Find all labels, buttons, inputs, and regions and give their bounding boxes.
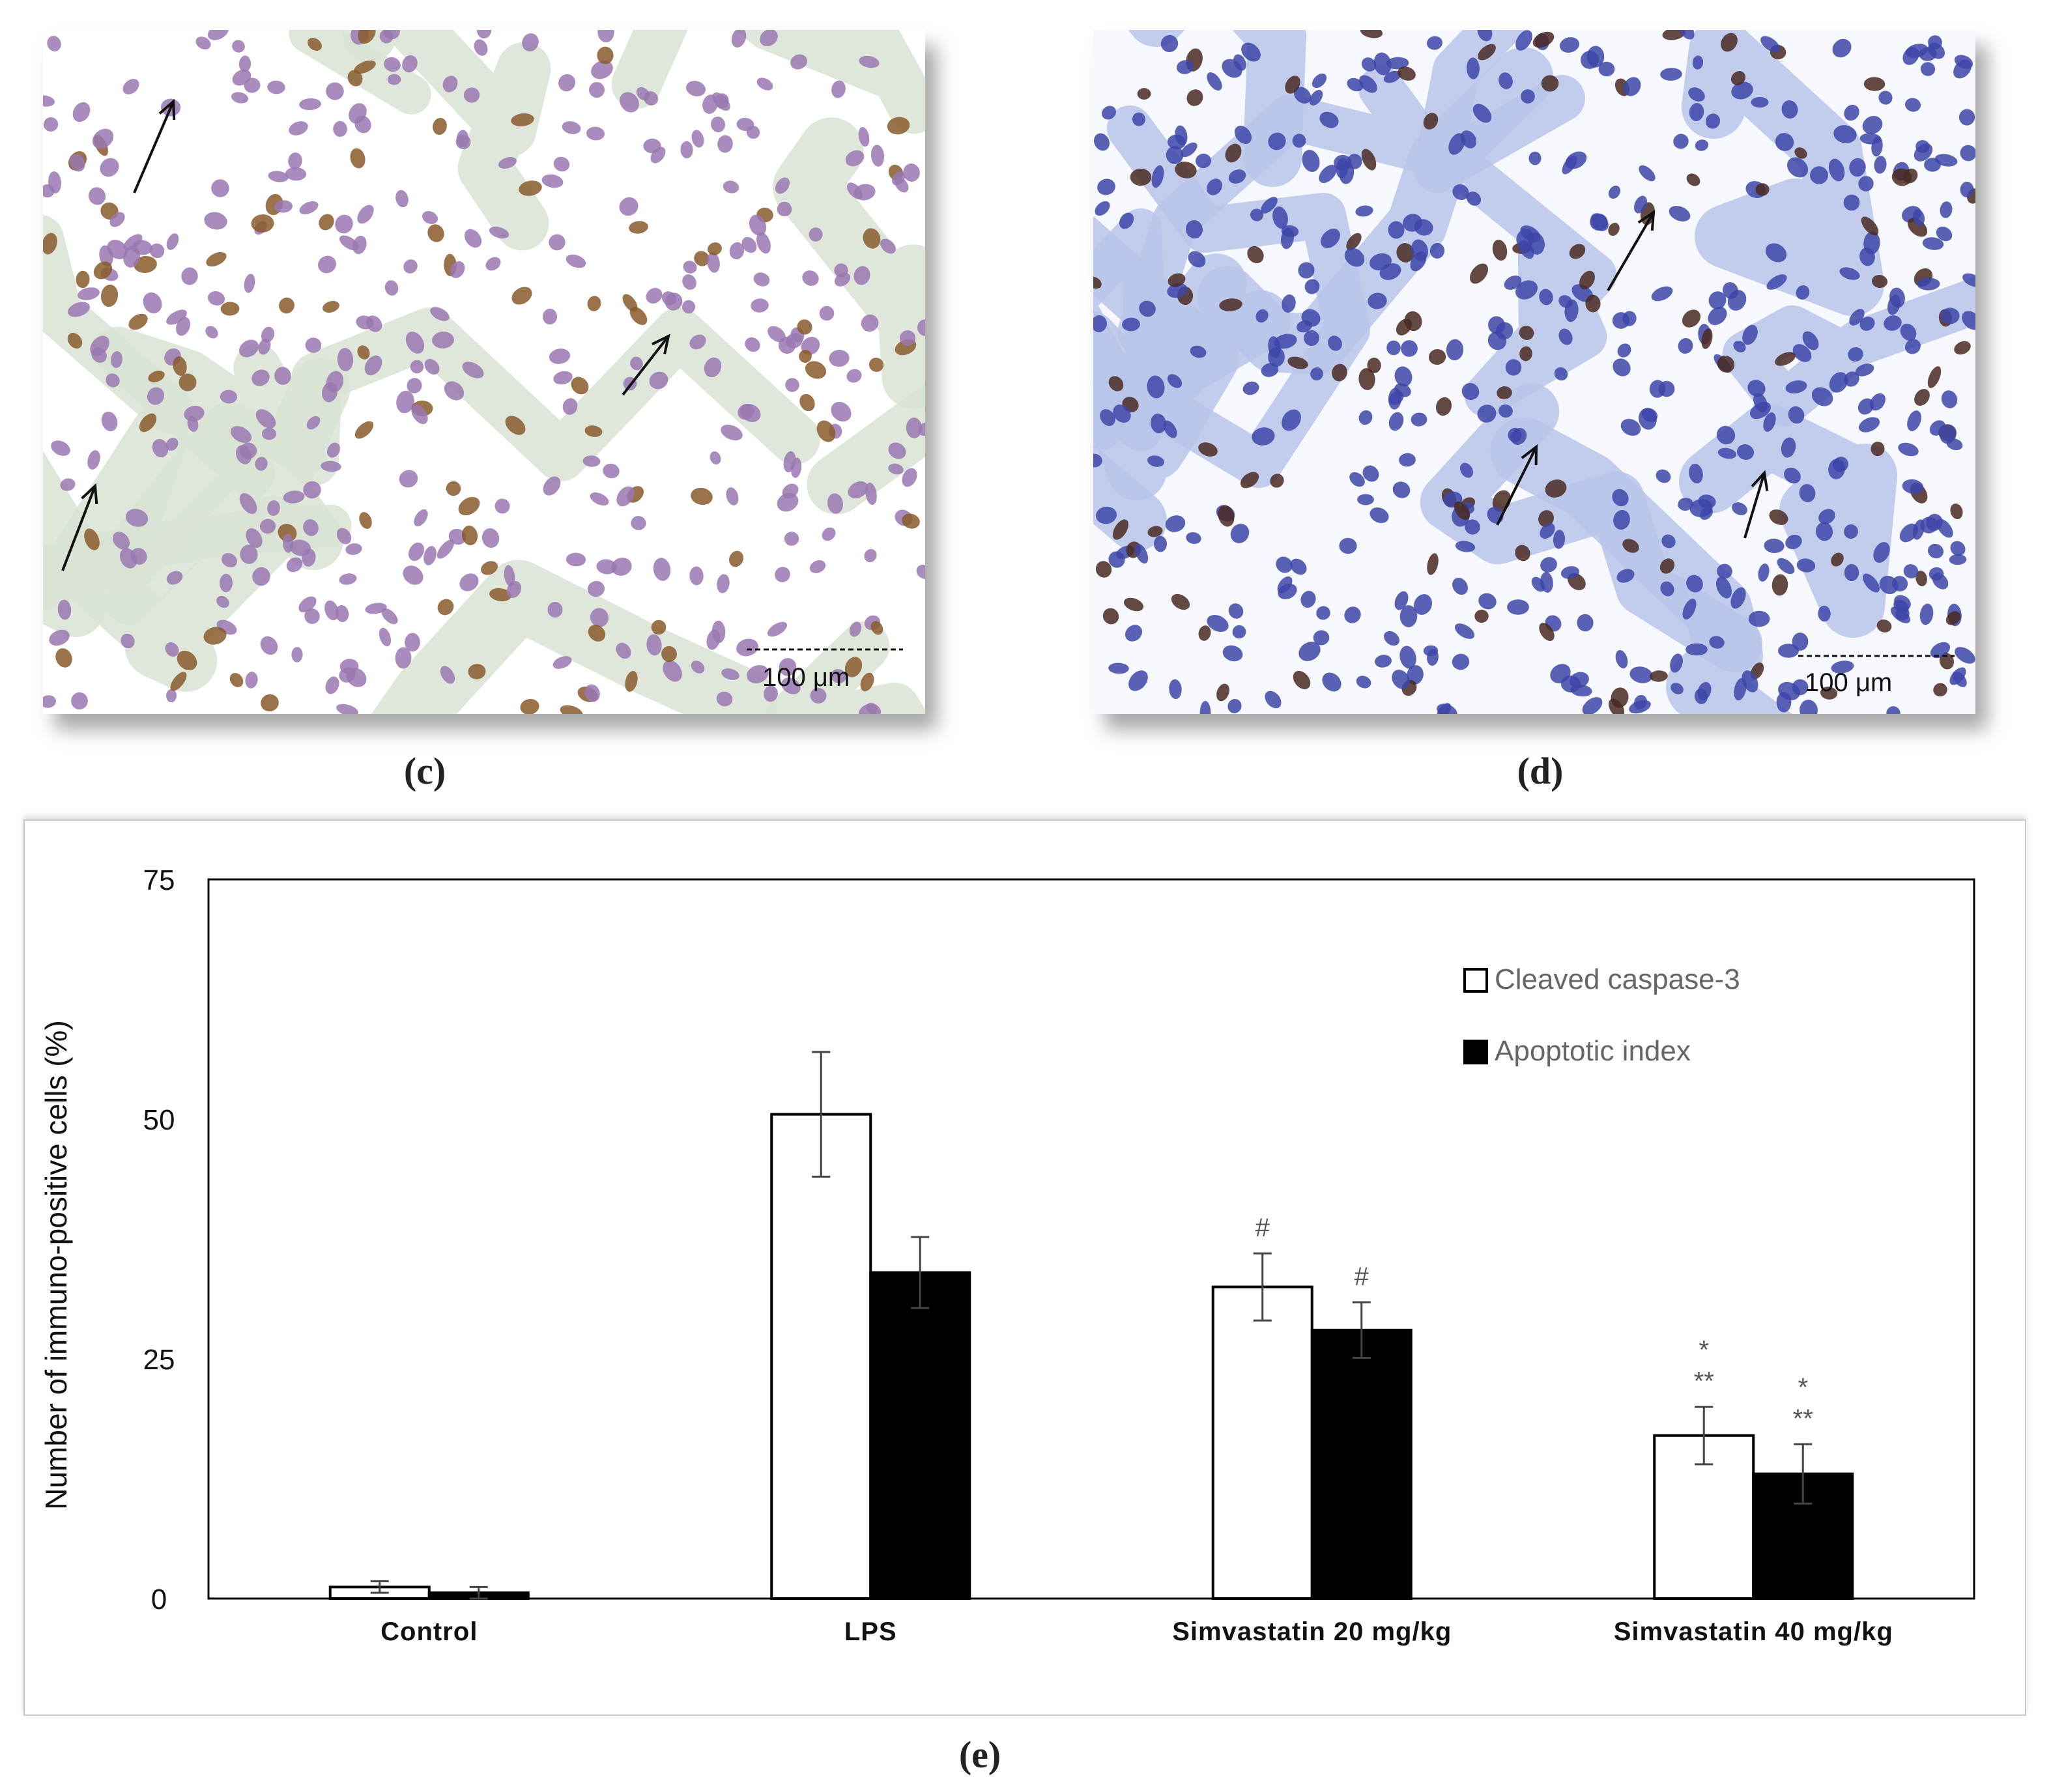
bar-apoptotic-index <box>869 1271 971 1600</box>
plot-area <box>207 878 1975 1600</box>
significance-marker: ** <box>1793 1404 1813 1433</box>
significance-marker: * <box>1798 1373 1808 1402</box>
legend-swatch <box>1463 1040 1488 1064</box>
tissue-nuclei <box>1093 30 1975 714</box>
legend-label: Apoptotic index <box>1495 1035 1691 1067</box>
chart-panel-e: 0 25 50 75 Number of immuno-positive cells (… <box>23 819 2026 1716</box>
significance-marker: # <box>1255 1214 1270 1242</box>
significance-marker: # <box>1355 1262 1370 1291</box>
bar-apoptotic-index <box>1310 1328 1413 1600</box>
panel-label-c: (c) <box>403 750 446 792</box>
y-axis-label: Number of immuno-positive cells (%) <box>39 1020 73 1510</box>
significance-marker: ** <box>1694 1367 1714 1396</box>
panel-label-d: (d) <box>1517 750 1564 792</box>
scale-text-c: 100 μm <box>762 663 850 692</box>
legend-swatch <box>1463 968 1488 993</box>
scale-bar-c <box>747 648 903 651</box>
scale-text-d: 100 μm <box>1805 668 1893 697</box>
tissue-arrows <box>1496 210 1769 539</box>
micrograph-c: 100 μm <box>43 30 925 714</box>
bar-chart: 0 25 50 75 Number of immuno-positive cells (… <box>39 864 1975 1646</box>
micrograph-d: 100 μm <box>1093 30 1975 714</box>
scale-bar-d <box>1798 655 1955 657</box>
micrograph-c-image <box>43 30 925 714</box>
tissue-nuclei <box>43 30 925 714</box>
x-category-label: LPS <box>844 1617 897 1646</box>
y-tick-label: 0 <box>151 1584 167 1615</box>
y-tick-label: 75 <box>143 864 175 896</box>
legend-label: Cleaved caspase-3 <box>1495 963 1740 995</box>
bar-cleaved-caspase-3 <box>770 1113 872 1600</box>
x-category-label: Simvastatin 40 mg/kg <box>1614 1617 1893 1646</box>
y-tick-label: 50 <box>143 1104 175 1136</box>
x-category-label: Simvastatin 20 mg/kg <box>1172 1617 1452 1646</box>
significance-marker: * <box>1699 1336 1709 1365</box>
tissue-arrows <box>61 98 670 571</box>
bar-cleaved-caspase-3 <box>1211 1285 1313 1600</box>
micrograph-d-image <box>1093 30 1975 714</box>
y-tick-label: 25 <box>143 1344 175 1376</box>
panel-label-e: (e) <box>958 1733 1001 1776</box>
x-category-label: Control <box>380 1617 478 1646</box>
